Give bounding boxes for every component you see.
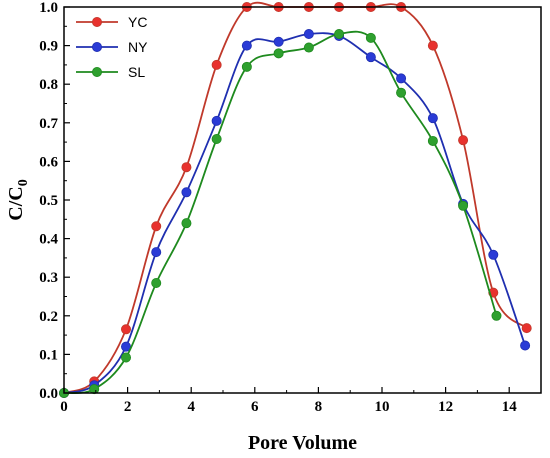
series-yc-point [427,40,438,51]
x-axis-title: Pore Volume [248,432,357,454]
x-tick-label: 4 [187,399,195,415]
series-ny-point [520,340,531,351]
series-yc-point [458,135,469,146]
legend-label: SL [128,64,145,80]
series-sl-point [458,200,469,211]
series-sl-point [121,352,132,363]
series-yc-point [151,221,162,232]
ticks-layer [63,6,510,394]
series-yc-line [63,1,528,394]
series-ny-point [211,115,222,126]
series-layer [59,1,532,398]
x-tick-label: 6 [251,399,259,415]
legend-item-sl: SL [76,64,145,80]
y-tick-label: 0.6 [39,154,58,170]
series-sl-point [491,310,502,321]
x-tick-label: 8 [315,399,323,415]
series-ny-point [396,73,407,84]
series-yc-point [521,323,532,334]
legend: YC NY SL [76,14,148,80]
legend-item-ny: NY [76,39,148,55]
series-ny [59,29,531,398]
series-sl-point [181,218,192,229]
series-ny-point [181,187,192,198]
legend-marker [92,16,103,27]
y-tick-label: 0.3 [39,270,58,286]
x-tick-label: 0 [60,399,68,415]
y-axis-title: C/C0 [5,179,31,220]
series-sl-point [241,61,252,72]
series-sl-point [303,42,314,53]
series-sl-point [273,48,284,59]
y-tick-label: 0.4 [39,232,58,248]
x-tick-label: 2 [124,399,132,415]
series-sl-point [365,32,376,43]
series-yc-point [181,162,192,173]
y-axis-title-main: C/C [5,186,27,220]
series-ny-point [427,113,438,124]
series-ny-point [241,40,252,51]
legend-marker [92,67,103,78]
legend-label: NY [128,39,148,55]
y-tick-label: 0.2 [39,309,58,325]
y-tick-label: 0.1 [39,347,58,363]
series-yc-point [211,59,222,70]
x-tick-label: 10 [375,399,390,415]
series-sl-point [396,87,407,98]
x-tick-label: 12 [438,399,453,415]
legend-marker [92,42,103,53]
series-sl-point [211,134,222,145]
series-sl-point [334,29,345,40]
tick-labels: 0 2 4 6 8 10 12 14 0.0 0.1 0.2 0.3 0.4 0.5 0.6 0.7 0.8 0.… [39,0,517,415]
series-ny-point [303,29,314,40]
y-tick-label: 0.8 [39,77,58,93]
legend-item-yc: YC [76,14,147,30]
series-sl [59,29,502,398]
series-sl-point [151,277,162,288]
series-ny-point [273,36,284,47]
series-yc-point [121,324,132,335]
y-tick-label: 0.0 [39,386,58,402]
y-tick-label: 1.0 [39,0,58,16]
y-tick-label: 0.9 [39,39,58,55]
y-tick-label: 0.7 [39,116,58,132]
x-tick-label: 14 [502,399,518,415]
y-tick-label: 0.5 [39,193,58,209]
y-axis-title-subscript: 0 [16,179,31,186]
series-ny-point [365,52,376,63]
series-sl-point [427,135,438,146]
series-ny-point [488,249,499,260]
series-ny-line [63,32,526,394]
legend-label: YC [128,14,147,30]
series-ny-point [151,247,162,258]
